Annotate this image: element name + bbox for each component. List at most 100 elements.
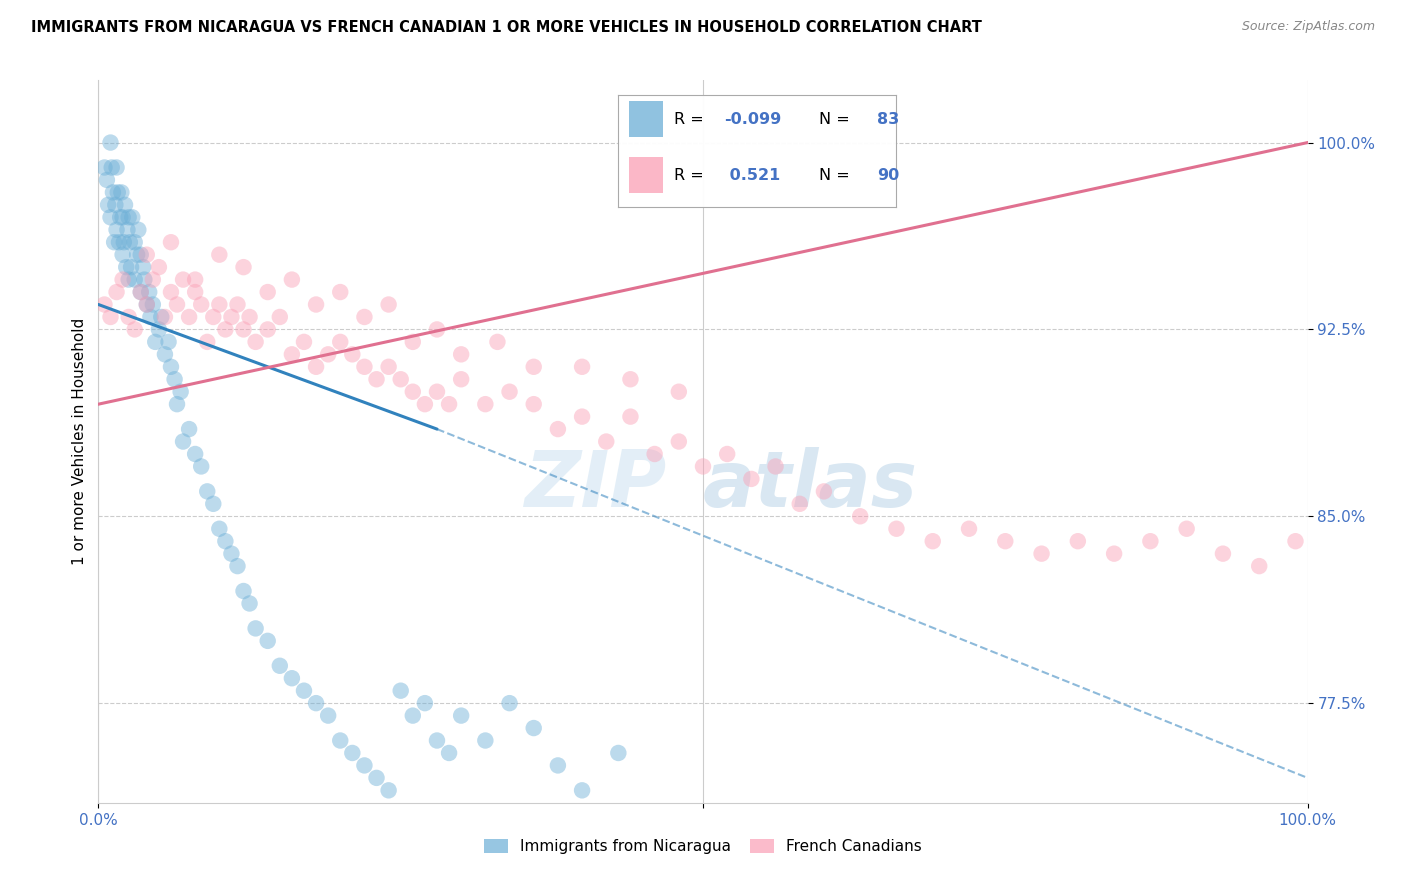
Point (426, 322, 449, 336)
Point (221, 310, 243, 324)
Point (115, 260, 138, 274)
Point (124, 272, 146, 286)
Point (135, 297, 157, 311)
Point (1249, 559, 1271, 574)
Point (292, 334, 315, 349)
Text: IMMIGRANTS FROM NICARAGUA VS FRENCH CANADIAN 1 OR MORE VEHICLES IN HOUSEHOLD COR: IMMIGRANTS FROM NICARAGUA VS FRENCH CANA… (31, 20, 981, 35)
Point (101, 186, 124, 200)
Point (153, 347, 176, 361)
Point (377, 297, 399, 311)
Point (305, 696, 328, 710)
Point (921, 534, 943, 549)
Point (571, 409, 593, 424)
Text: Source: ZipAtlas.com: Source: ZipAtlas.com (1241, 20, 1375, 33)
Point (256, 633, 278, 648)
Point (105, 161, 128, 175)
Point (184, 447, 207, 461)
Point (366, 771, 388, 785)
Point (103, 235, 125, 250)
Point (226, 297, 249, 311)
Point (135, 248, 157, 262)
Point (716, 447, 738, 461)
Point (426, 384, 449, 399)
Point (163, 372, 186, 386)
Point (129, 248, 152, 262)
Point (195, 334, 218, 349)
Point (184, 272, 207, 286)
Text: ZIP: ZIP (524, 447, 666, 523)
Point (957, 522, 980, 536)
Point (138, 285, 160, 299)
Point (353, 758, 375, 772)
Point (190, 297, 212, 311)
Point (93, 161, 115, 175)
Point (208, 248, 231, 262)
Point (547, 758, 569, 772)
Point (202, 310, 225, 324)
Point (184, 285, 207, 299)
Point (214, 322, 236, 336)
Point (292, 683, 315, 698)
Point (166, 397, 188, 411)
Point (129, 285, 152, 299)
Point (245, 334, 267, 349)
Point (93, 297, 115, 311)
Point (619, 372, 641, 386)
Point (353, 310, 375, 324)
Point (134, 272, 156, 286)
Point (450, 347, 472, 361)
Point (245, 621, 267, 635)
Point (789, 497, 811, 511)
Legend: Immigrants from Nicaragua, French Canadians: Immigrants from Nicaragua, French Canadi… (478, 833, 928, 860)
Point (121, 211, 143, 225)
Point (124, 235, 146, 250)
Point (1067, 534, 1090, 549)
Point (105, 223, 128, 237)
Point (239, 597, 262, 611)
Point (118, 310, 141, 324)
Point (402, 708, 425, 723)
Point (413, 397, 436, 411)
Point (112, 235, 135, 250)
Point (668, 434, 690, 449)
Point (142, 297, 165, 311)
Point (619, 409, 641, 424)
Point (765, 459, 787, 474)
Point (342, 347, 364, 361)
Point (105, 285, 128, 299)
Point (97, 198, 120, 212)
Point (389, 683, 412, 698)
Point (214, 534, 236, 549)
Point (413, 696, 436, 710)
Point (1212, 547, 1234, 561)
Point (226, 559, 249, 574)
Point (256, 285, 278, 299)
Point (172, 434, 194, 449)
Point (160, 235, 183, 250)
Point (571, 783, 593, 797)
Point (377, 359, 399, 374)
Point (523, 359, 546, 374)
Point (305, 297, 328, 311)
Point (172, 272, 194, 286)
Point (256, 322, 278, 336)
Point (110, 186, 132, 200)
Point (100, 136, 122, 150)
Point (498, 384, 520, 399)
Point (132, 260, 155, 274)
Point (437, 397, 460, 411)
Point (377, 783, 399, 797)
Point (208, 522, 231, 536)
Point (157, 334, 180, 349)
Point (607, 746, 630, 760)
Point (100, 161, 122, 175)
Point (342, 746, 364, 760)
Point (232, 260, 254, 274)
Point (118, 272, 141, 286)
Text: atlas: atlas (703, 447, 918, 523)
Point (571, 359, 593, 374)
Point (208, 297, 231, 311)
Point (1139, 534, 1161, 549)
Point (118, 211, 141, 225)
Point (142, 272, 165, 286)
